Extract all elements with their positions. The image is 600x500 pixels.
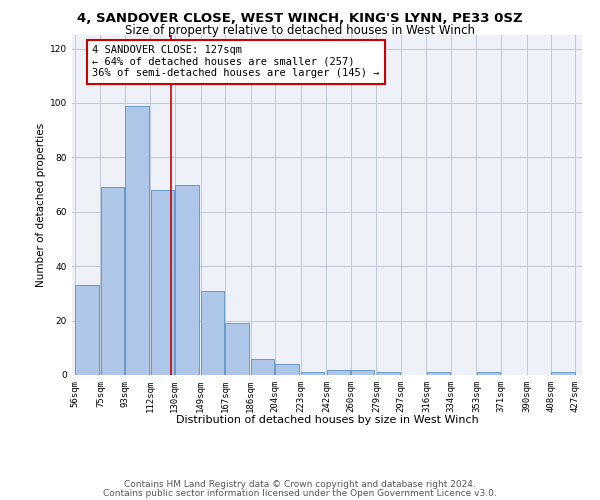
Bar <box>275 364 299 375</box>
Bar <box>327 370 350 375</box>
X-axis label: Distribution of detached houses by size in West Winch: Distribution of detached houses by size … <box>176 415 478 425</box>
Bar <box>551 372 575 375</box>
Bar <box>477 372 500 375</box>
Text: 4, SANDOVER CLOSE, WEST WINCH, KING'S LYNN, PE33 0SZ: 4, SANDOVER CLOSE, WEST WINCH, KING'S LY… <box>77 12 523 26</box>
Bar <box>377 372 400 375</box>
Bar <box>226 324 248 375</box>
Text: Contains HM Land Registry data © Crown copyright and database right 2024.: Contains HM Land Registry data © Crown c… <box>124 480 476 489</box>
Y-axis label: Number of detached properties: Number of detached properties <box>36 123 46 287</box>
Text: Contains public sector information licensed under the Open Government Licence v3: Contains public sector information licen… <box>103 488 497 498</box>
Bar <box>101 188 124 375</box>
Bar <box>151 190 174 375</box>
Text: 4 SANDOVER CLOSE: 127sqm
← 64% of detached houses are smaller (257)
36% of semi-: 4 SANDOVER CLOSE: 127sqm ← 64% of detach… <box>92 45 380 78</box>
Bar <box>75 285 98 375</box>
Bar <box>201 290 224 375</box>
Bar <box>351 370 374 375</box>
Bar <box>175 184 199 375</box>
Bar <box>427 372 450 375</box>
Text: Size of property relative to detached houses in West Winch: Size of property relative to detached ho… <box>125 24 475 37</box>
Bar <box>251 358 274 375</box>
Bar <box>301 372 325 375</box>
Bar <box>125 106 149 375</box>
